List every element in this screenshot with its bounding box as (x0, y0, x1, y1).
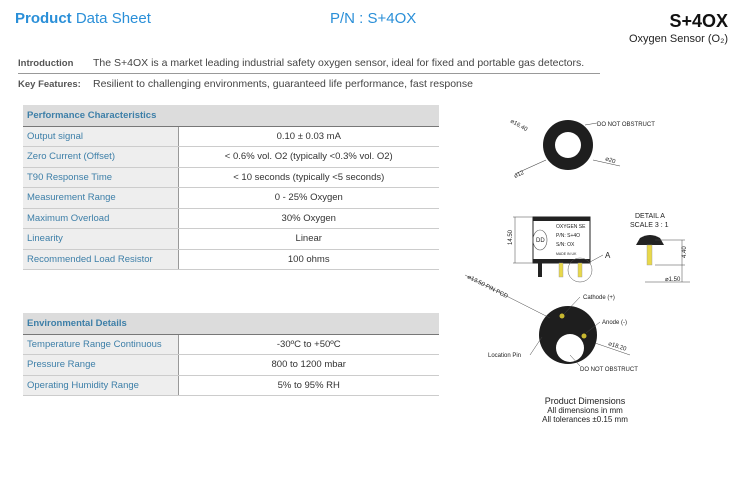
dim-20: ⌀20 (604, 156, 616, 165)
performance-title: Performance Characteristics (23, 105, 439, 127)
row-value: 0 - 25% Oxygen (178, 187, 439, 209)
row-value: 5% to 95% RH (178, 375, 439, 396)
dim-18-20: ⌀18.20 (607, 341, 627, 353)
table-row: Linearity Linear (23, 228, 439, 250)
dimensions-caption: Product Dimensions All dimensions in mm … (510, 396, 660, 424)
table-row: Output signal 0.10 ± 0.03 mA (23, 126, 439, 147)
row-value: 30% Oxygen (178, 208, 439, 229)
label-line: MADE IN UK (556, 252, 577, 256)
table-row: Recommended Load Resistor 100 ohms (23, 249, 439, 270)
dimensions-title: Product Dimensions (544, 396, 626, 406)
row-label: Maximum Overload (23, 208, 179, 229)
row-value: Linear (178, 228, 439, 250)
dim-1-50: ⌀1.50 (665, 277, 681, 283)
dim-4-40: 4.40 (682, 246, 688, 258)
bottom-view: ⌀13.50 PIN PCD Cathode (+) Anode (-) ⌀18… (464, 274, 638, 373)
table-row: Maximum Overload 30% Oxygen (23, 208, 439, 229)
row-value: < 0.6% vol. O2 (typically <0.3% vol. O2) (178, 146, 439, 168)
dimensions-tolerance: All tolerances ±0.15 mm (542, 415, 628, 424)
logo-mark: DD (536, 238, 545, 244)
location-pin-label: Location Pin (488, 353, 521, 359)
product-name: S+4OX (669, 11, 728, 31)
row-label: Operating Humidity Range (23, 375, 179, 396)
do-not-obstruct-label: DO NOT OBSTRUCT (597, 122, 655, 128)
row-label: Recommended Load Resistor (23, 249, 179, 270)
row-value: < 10 seconds (typically <5 seconds) (178, 167, 439, 188)
table-row: Zero Current (Offset) < 0.6% vol. O2 (typ… (23, 146, 439, 168)
table-row: Pressure Range 800 to 1200 mbar (23, 354, 439, 376)
divider (18, 73, 600, 74)
top-view: ⌀16.40 DO NOT OBSTRUCT ⌀20 ⌀12 (509, 119, 655, 180)
row-label: Measurement Range (23, 187, 179, 209)
label-line: OXYGEN SE (556, 224, 586, 230)
side-view: DD OXYGEN SE P/N: S+4O S/N: OX MADE IN U… (508, 216, 611, 283)
key-label: Key Features: (18, 79, 81, 90)
row-label: T90 Response Time (23, 167, 179, 188)
performance-table: Performance Characteristics Output signa… (23, 105, 439, 270)
detail-ref: A (605, 251, 611, 260)
product-subtitle: Oxygen Sensor (O₂) (628, 33, 728, 45)
part-number: P/N : S+4OX (330, 10, 417, 27)
row-value: 100 ohms (178, 249, 439, 270)
row-label: Linearity (23, 228, 179, 250)
key-text: Resilient to challenging environments, g… (93, 78, 473, 90)
title-rest: Data Sheet (71, 10, 151, 27)
key-features: Key Features: Resilient to challenging en… (18, 78, 473, 90)
table-row: Temperature Range Continuous -30ºC to +50… (23, 334, 439, 355)
row-label: Pressure Range (23, 354, 179, 376)
cathode-label: Cathode (+) (583, 295, 615, 301)
dim-pin-pcd: ⌀13.50 PIN PCD (466, 274, 509, 300)
dim-12: ⌀12 (513, 170, 525, 180)
anode-label: Anode (-) (602, 320, 627, 326)
row-value: 800 to 1200 mbar (178, 354, 439, 376)
label-line: P/N: S+4O (556, 233, 580, 239)
detail-a: DETAIL A SCALE 3 : 1 4.40 ⌀1.50 (630, 213, 690, 283)
dimension-drawing: ⌀16.40 DO NOT OBSTRUCT ⌀20 ⌀12 DD OXYGEN… (464, 119, 690, 373)
table-row: T90 Response Time < 10 seconds (typically… (23, 167, 439, 188)
intro-label: Introduction (18, 58, 74, 69)
table-row: Measurement Range 0 - 25% Oxygen (23, 187, 439, 209)
intro-text: The S+4OX is a market leading industrial… (93, 57, 585, 69)
detail-scale: SCALE 3 : 1 (630, 222, 669, 229)
dimensions-units: All dimensions in mm (547, 406, 623, 415)
introduction: Introduction The S+4OX is a market leadin… (18, 57, 584, 69)
dim-16-40: ⌀16.40 (509, 119, 529, 134)
do-not-obstruct-label: DO NOT OBSTRUCT (580, 367, 638, 373)
title-bold: Product (15, 10, 72, 27)
row-label: Zero Current (Offset) (23, 146, 179, 168)
environmental-title: Environmental Details (23, 313, 439, 335)
row-label: Output signal (23, 126, 179, 147)
row-value: -30ºC to +50ºC (178, 334, 439, 355)
row-label: Temperature Range Continuous (23, 334, 179, 355)
table-row: Operating Humidity Range 5% to 95% RH (23, 375, 439, 396)
row-value: 0.10 ± 0.03 mA (178, 126, 439, 147)
label-line: S/N: OX (556, 242, 575, 248)
detail-title: DETAIL A (635, 213, 665, 220)
dim-14-50: 14.50 (508, 229, 514, 245)
page-title: Product Data Sheet (15, 10, 151, 27)
environmental-table: Environmental Details Temperature Range … (23, 313, 439, 396)
